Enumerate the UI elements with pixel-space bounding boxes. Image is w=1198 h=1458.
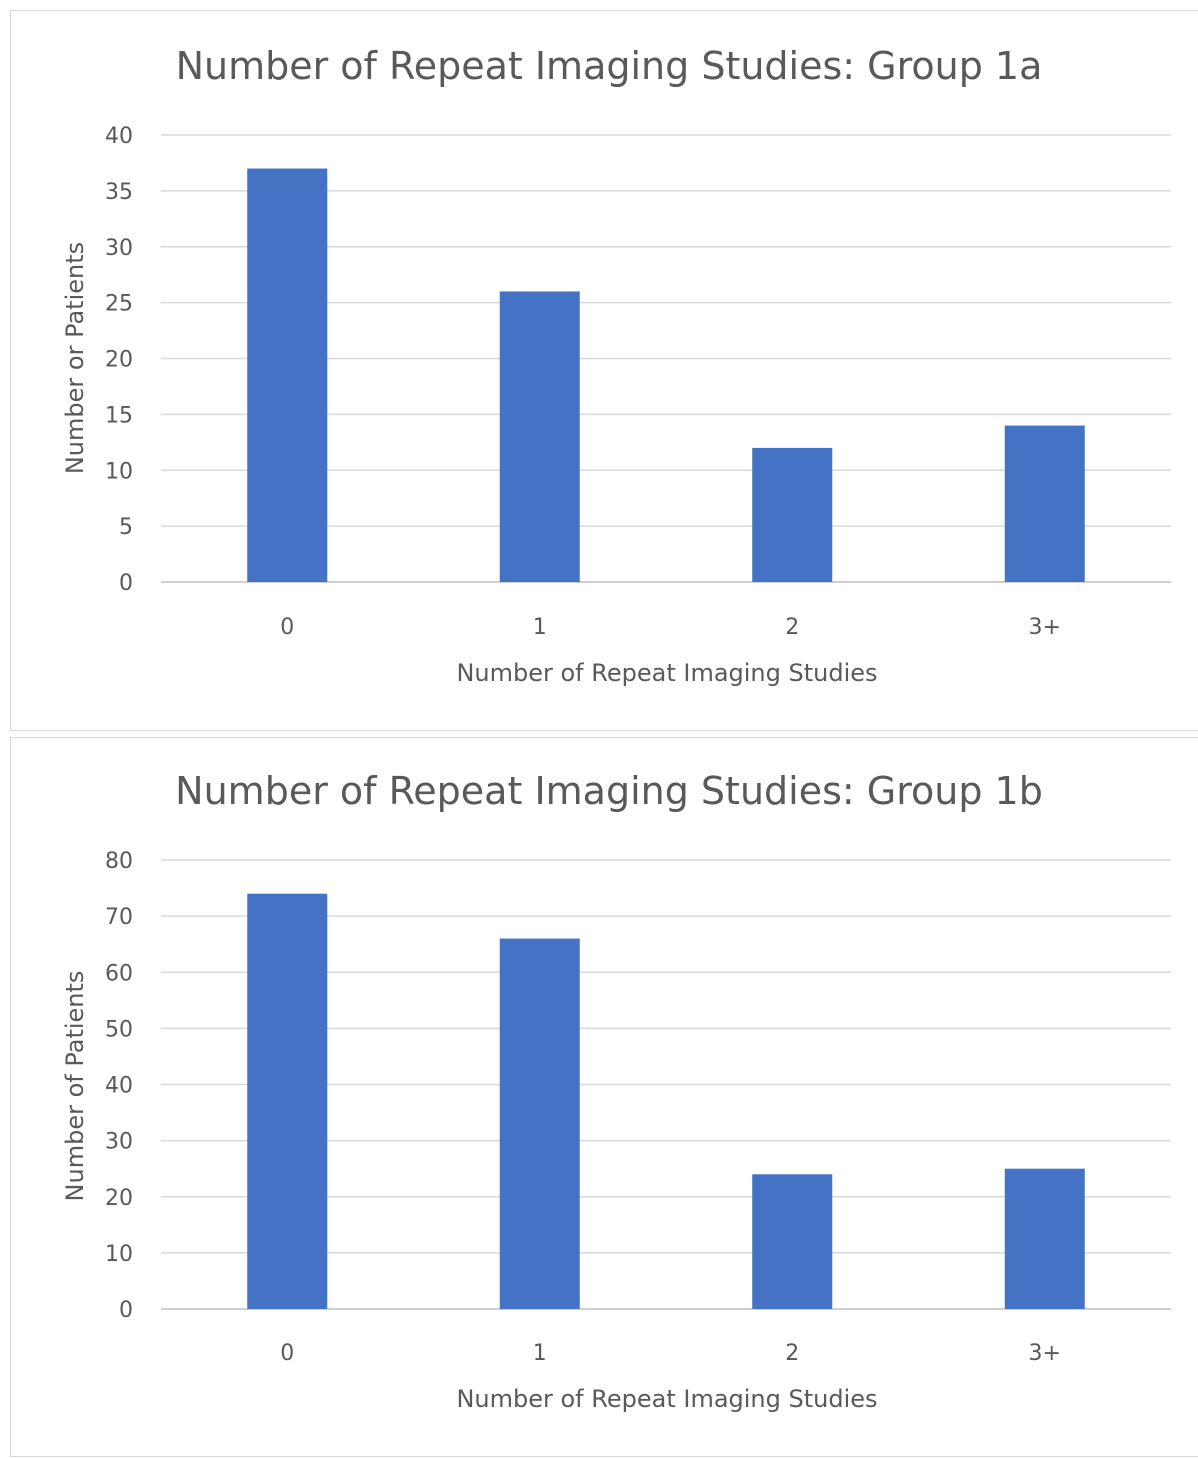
bar-3plus [1004,425,1085,582]
x-tick-label: 0 [280,1341,294,1366]
bar-1 [499,938,580,1309]
bar-0 [247,168,328,582]
x-axis-label: Number of Repeat Imaging Studies [456,1385,877,1413]
chart-title: Number of Repeat Imaging Studies: Group … [176,44,1043,88]
y-tick-label: 10 [105,459,133,484]
x-tick-labels: 0 1 2 3+ [280,615,1061,640]
bars [247,168,1085,582]
bar-2 [752,447,833,582]
y-tick-label: 5 [119,515,133,540]
y-tick-label: 15 [105,403,133,428]
x-tick-label: 2 [785,1341,799,1366]
x-tick-label: 2 [785,615,799,640]
y-tick-label: 0 [119,1298,133,1323]
y-tick-label: 35 [105,180,133,205]
y-tick-label: 70 [105,905,133,930]
x-tick-label: 1 [533,1341,547,1366]
bar-3plus [1004,1168,1085,1309]
bar-1 [499,291,580,582]
x-tick-label: 1 [533,615,547,640]
bar-2 [752,1174,833,1309]
y-tick-label: 40 [105,124,133,149]
x-axis-label: Number of Repeat Imaging Studies [456,659,877,687]
y-tick-label: 20 [105,1186,133,1211]
chart-panel-group-1a: Number of Repeat Imaging Studies: Group … [10,10,1198,731]
y-tick-label: 60 [105,961,133,986]
x-tick-labels: 0 1 2 3+ [280,1341,1061,1366]
bar-chart-group-1a: Number of Repeat Imaging Studies: Group … [61,44,1171,687]
y-tick-labels: 0 10 20 30 40 50 60 70 80 [105,849,133,1323]
bar-chart-group-1b: Number of Repeat Imaging Studies: Group … [61,769,1171,1413]
y-tick-label: 50 [105,1017,133,1042]
bars [247,893,1085,1309]
y-tick-label: 30 [105,1130,133,1155]
y-tick-label: 30 [105,236,133,261]
x-tick-label: 3+ [1029,1341,1061,1366]
y-tick-label: 40 [105,1074,133,1099]
x-tick-label: 3+ [1029,615,1061,640]
x-tick-label: 0 [280,615,294,640]
chart-panel-group-1b: Number of Repeat Imaging Studies: Group … [10,737,1198,1457]
y-axis-label: Number of Patients [61,971,89,1202]
y-axis-label: Number or Patients [61,242,89,474]
y-tick-label: 20 [105,348,133,373]
y-tick-label: 25 [105,292,133,317]
y-tick-label: 0 [119,571,133,596]
bar-0 [247,893,328,1309]
gridlines [161,134,1171,583]
chart-title: Number of Repeat Imaging Studies: Group … [175,769,1043,813]
y-tick-label: 80 [105,849,133,874]
gridlines [161,859,1171,1310]
y-tick-labels: 0 5 10 15 20 25 30 35 40 [105,124,133,596]
y-tick-label: 10 [105,1242,133,1267]
